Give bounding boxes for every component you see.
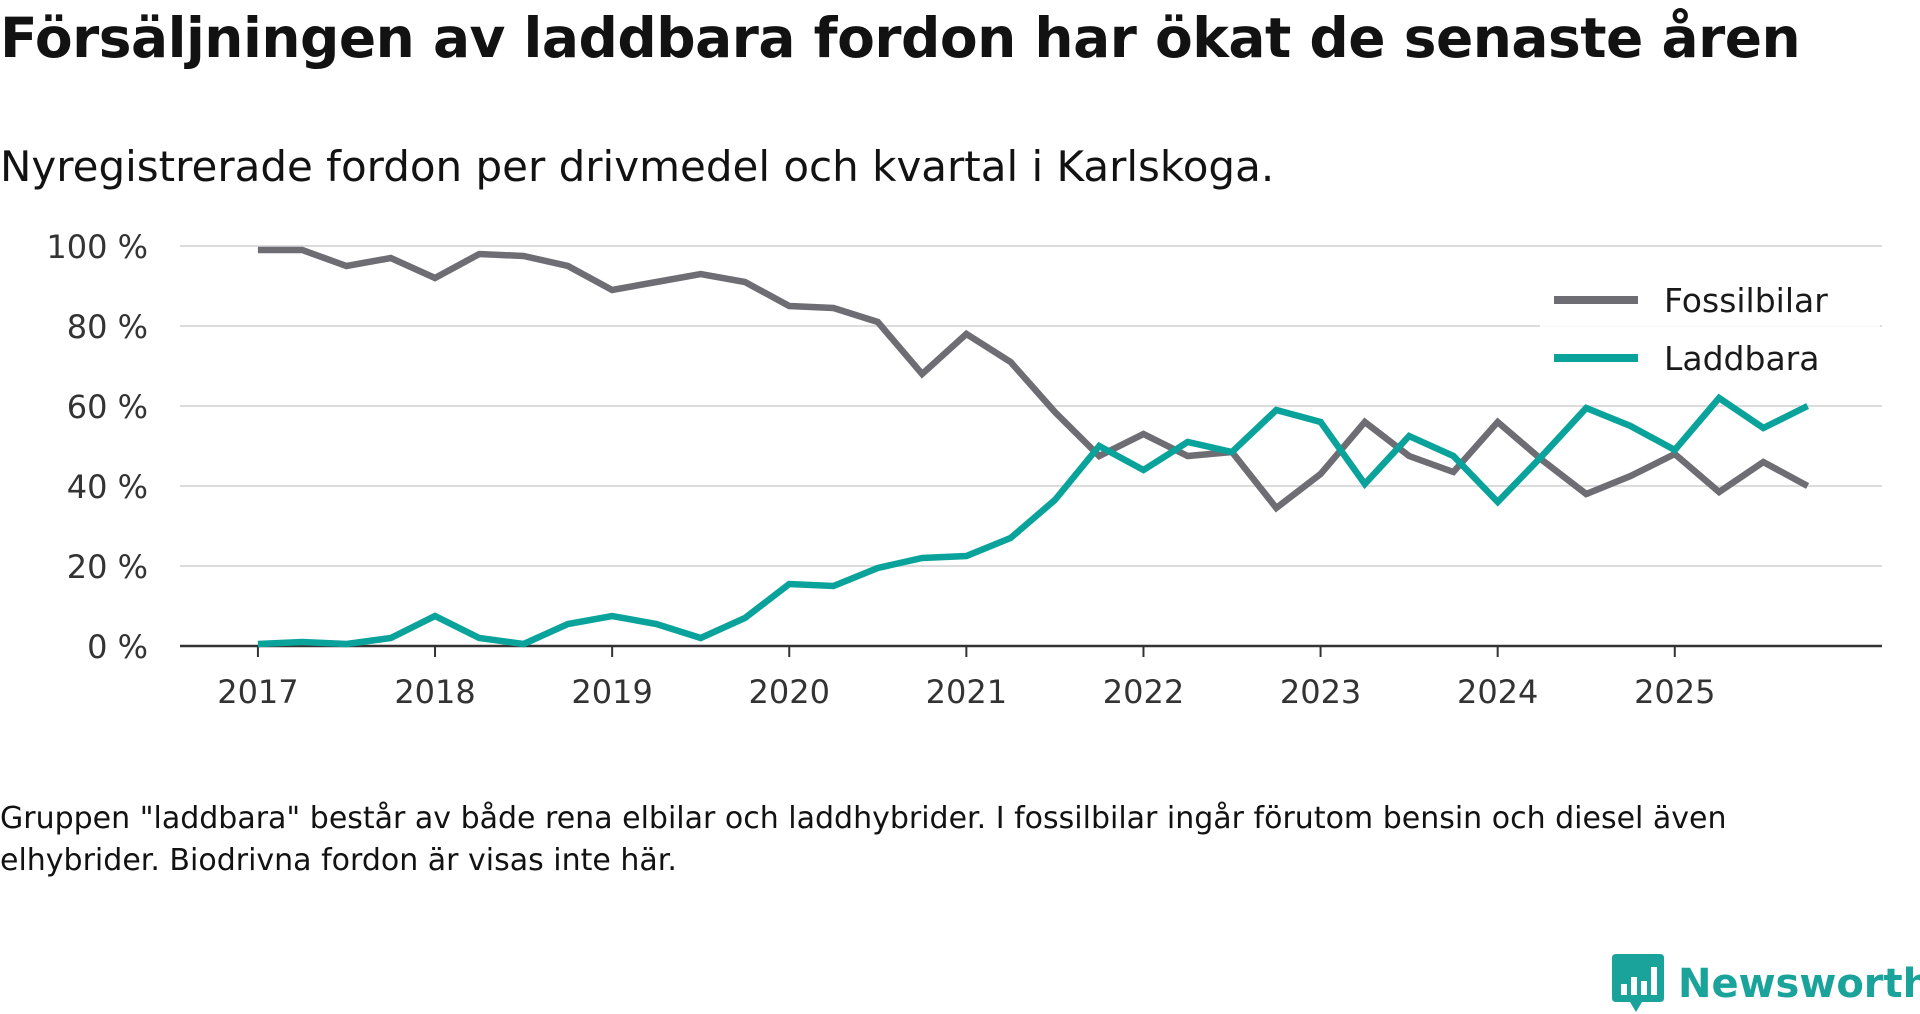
y-tick-label: 0 %	[87, 628, 148, 666]
y-tick-label: 100 %	[46, 228, 148, 266]
y-tick-label: 40 %	[67, 468, 148, 506]
legend-label-fossilbilar: Fossilbilar	[1664, 281, 1828, 320]
legend-background	[1540, 270, 1880, 388]
x-tick-label: 2025	[1634, 673, 1715, 711]
newsworthy-logo[interactable]: Newsworthy	[1612, 954, 1920, 1014]
y-tick-label: 60 %	[67, 388, 148, 426]
x-tick-label: 2023	[1280, 673, 1361, 711]
chart-footnote: Gruppen "laddbara" består av både rena e…	[0, 801, 1727, 878]
x-tick-label: 2019	[571, 673, 652, 711]
y-tick-label: 80 %	[67, 308, 148, 346]
chart-title: Försäljningen av laddbara fordon har öka…	[0, 6, 1801, 70]
x-tick-label: 2020	[749, 673, 830, 711]
x-tick-label: 2021	[926, 673, 1007, 711]
y-tick-label: 20 %	[67, 548, 148, 586]
newsworthy-bar-chart-icon	[1612, 954, 1664, 1012]
series-line-laddbara	[257, 393, 1810, 648]
x-tick-label: 2024	[1457, 673, 1538, 711]
chart-subtitle: Nyregistrerade fordon per drivmedel och …	[0, 142, 1275, 191]
x-tick-label: 2022	[1103, 673, 1184, 711]
x-tick-label: 2017	[217, 673, 298, 711]
series-line-fossilbilar	[257, 246, 1810, 513]
newsworthy-brand-name: Newsworthy	[1678, 961, 1920, 1007]
legend-label-laddbara: Laddbara	[1664, 339, 1819, 378]
x-tick-label: 2018	[394, 673, 475, 711]
